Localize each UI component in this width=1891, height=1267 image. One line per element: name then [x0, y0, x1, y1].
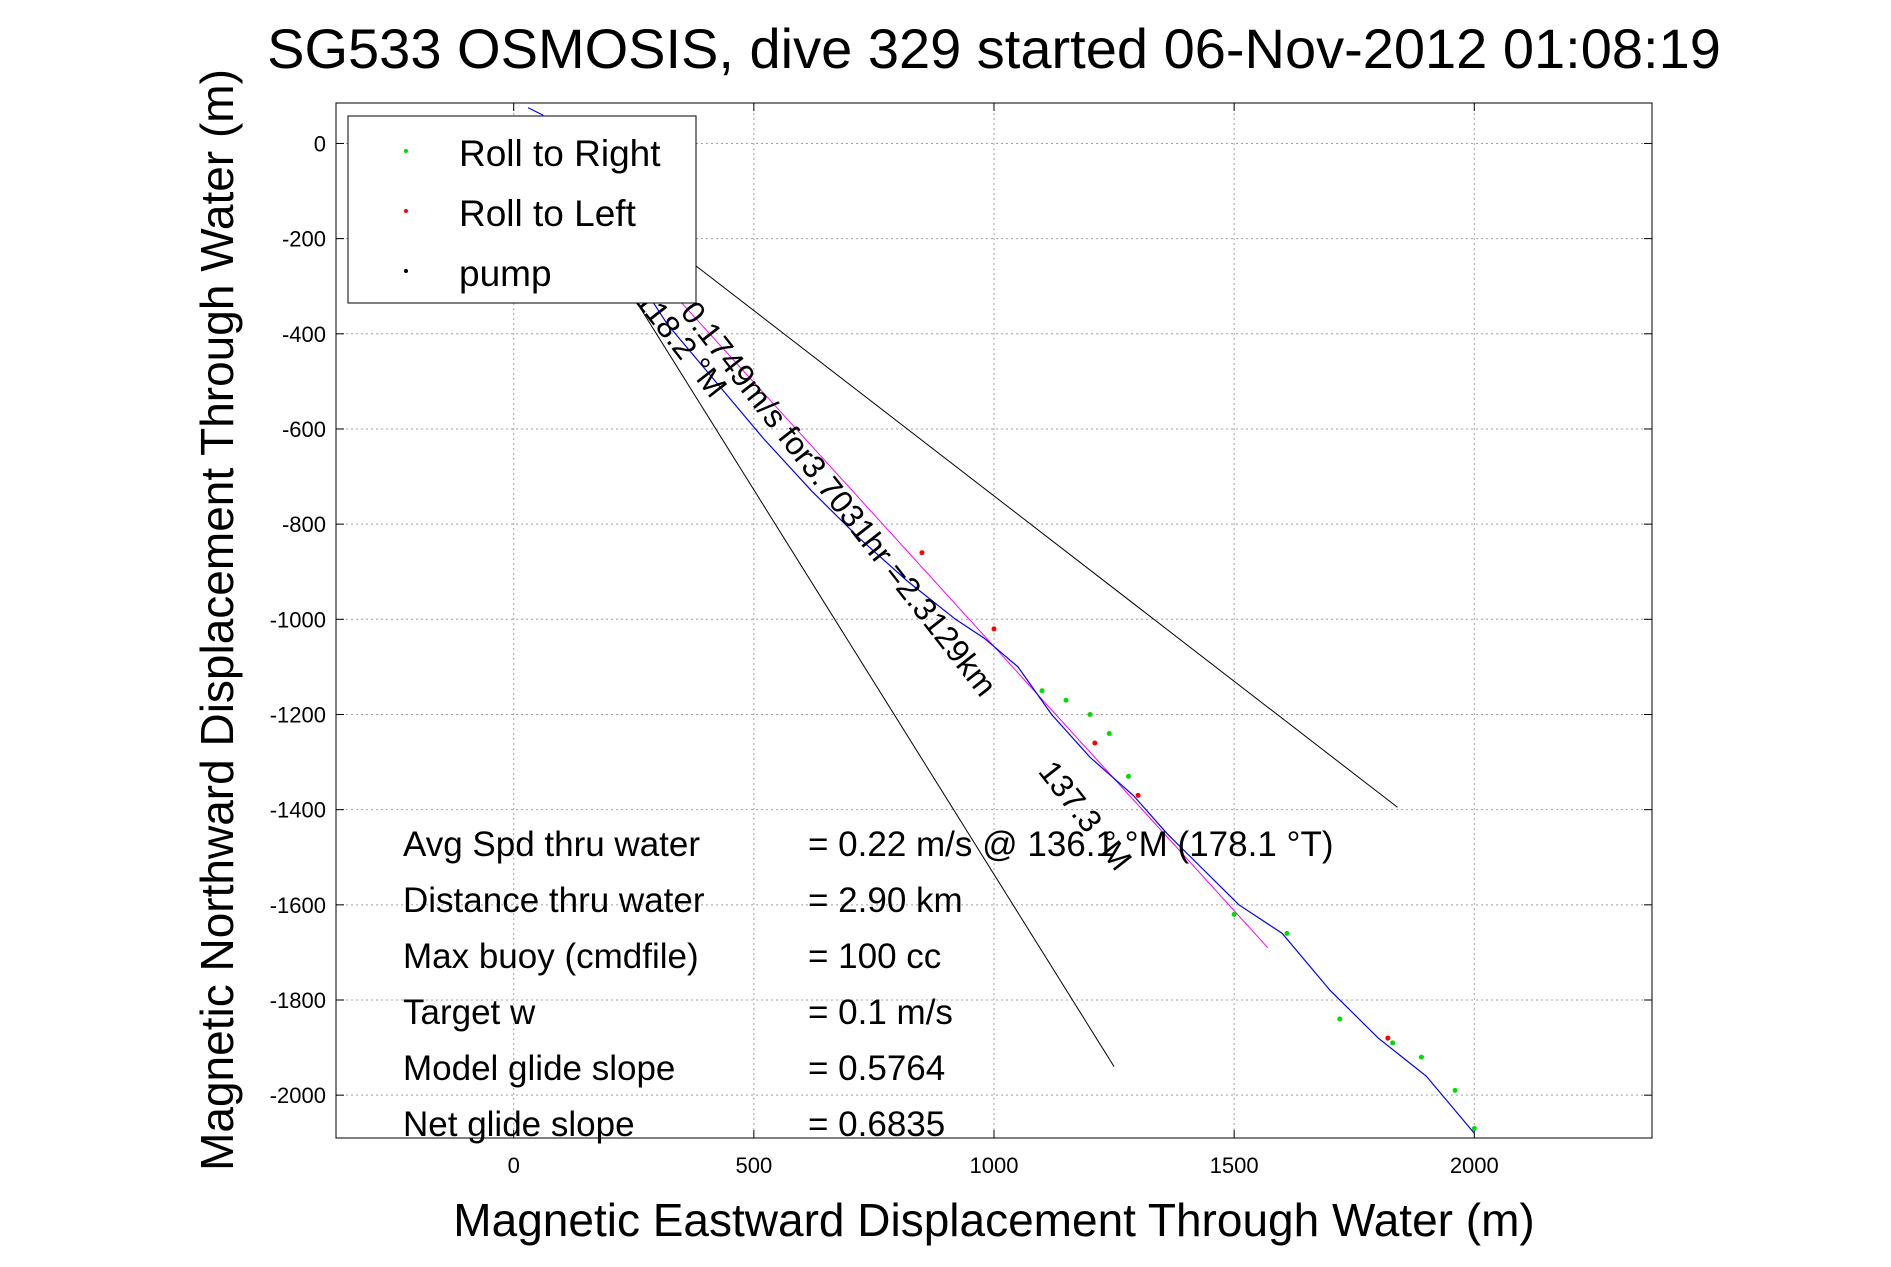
- roll-right-point: [1471, 1125, 1477, 1131]
- summary-value: = 0.22 m/s @ 136.1 °M (178.1 °T): [808, 825, 1334, 864]
- y-tick-label: -800: [282, 512, 326, 537]
- legend-label: pump: [459, 253, 552, 294]
- y-tick-label: -400: [282, 322, 326, 347]
- summary-value: = 0.6835: [808, 1105, 945, 1144]
- roll-left-point: [1135, 792, 1141, 798]
- reference-line-1: [638, 304, 1115, 1067]
- roll-left-point: [991, 626, 997, 632]
- y-tick-label: -1000: [270, 607, 326, 632]
- roll-right-point: [1337, 1016, 1343, 1022]
- roll-right-point: [1087, 711, 1093, 717]
- x-tick-label: 2000: [1450, 1153, 1499, 1178]
- legend-label: Roll to Right: [459, 133, 661, 174]
- summary-value: = 2.90 km: [808, 881, 963, 920]
- legend-marker: [404, 209, 408, 213]
- legend-marker: [404, 149, 408, 153]
- summary-value: = 100 cc: [808, 937, 941, 976]
- summary-label: Max buoy (cmdfile): [403, 937, 699, 976]
- roll-right-point: [1231, 911, 1237, 917]
- x-tick-label: 0: [508, 1153, 520, 1178]
- roll-left-point: [919, 550, 925, 556]
- roll-right-point: [1452, 1087, 1458, 1093]
- x-axis-label: Magnetic Eastward Displacement Through W…: [453, 1194, 1534, 1246]
- summary-label: Avg Spd thru water: [403, 825, 700, 864]
- x-tick-label: 500: [735, 1153, 772, 1178]
- summary-label: Distance thru water: [403, 881, 705, 920]
- roll-right-point: [1418, 1054, 1424, 1060]
- reference-line-2: [657, 276, 1269, 948]
- roll-right-point: [1106, 731, 1112, 737]
- annotation-label: 0.1749m/s for3.7031hr =2.3129km: [674, 295, 1004, 703]
- roll-left-point: [1385, 1035, 1391, 1041]
- y-tick-label: -600: [282, 417, 326, 442]
- roll-right-point: [1063, 697, 1069, 703]
- summary-label: Model glide slope: [403, 1049, 675, 1088]
- roll-right-point: [1284, 930, 1290, 936]
- legend-label: Roll to Left: [459, 193, 637, 234]
- track-line: [527, 107, 1475, 1134]
- roll-right-point: [1390, 1040, 1396, 1046]
- summary-label: Target w: [403, 993, 536, 1032]
- plot-data-group: [527, 107, 1477, 1134]
- y-tick-label: -1800: [270, 988, 326, 1013]
- summary-value: = 0.1 m/s: [808, 993, 953, 1032]
- y-axis-label: Magnetic Northward Displacement Through …: [191, 69, 243, 1171]
- x-tick-label: 1000: [970, 1153, 1019, 1178]
- y-tick-label: -1200: [270, 702, 326, 727]
- roll-right-point: [1125, 773, 1131, 779]
- plot-frame: [335, 102, 1653, 1139]
- reference-line-0: [691, 262, 1398, 808]
- y-tick-label: -2000: [270, 1083, 326, 1108]
- y-tick-label: -1400: [270, 798, 326, 823]
- summary-label: Net glide slope: [403, 1105, 635, 1144]
- x-tick-label: 1500: [1210, 1153, 1259, 1178]
- summary-value: = 0.5764: [808, 1049, 945, 1088]
- y-tick-label: -1600: [270, 893, 326, 918]
- legend-marker: [404, 269, 408, 273]
- y-tick-label: -200: [282, 227, 326, 252]
- roll-left-point: [1092, 740, 1098, 746]
- y-tick-label: 0: [314, 131, 326, 156]
- chart-title: SG533 OSMOSIS, dive 329 started 06-Nov-2…: [267, 17, 1721, 80]
- roll-right-point: [1039, 688, 1045, 694]
